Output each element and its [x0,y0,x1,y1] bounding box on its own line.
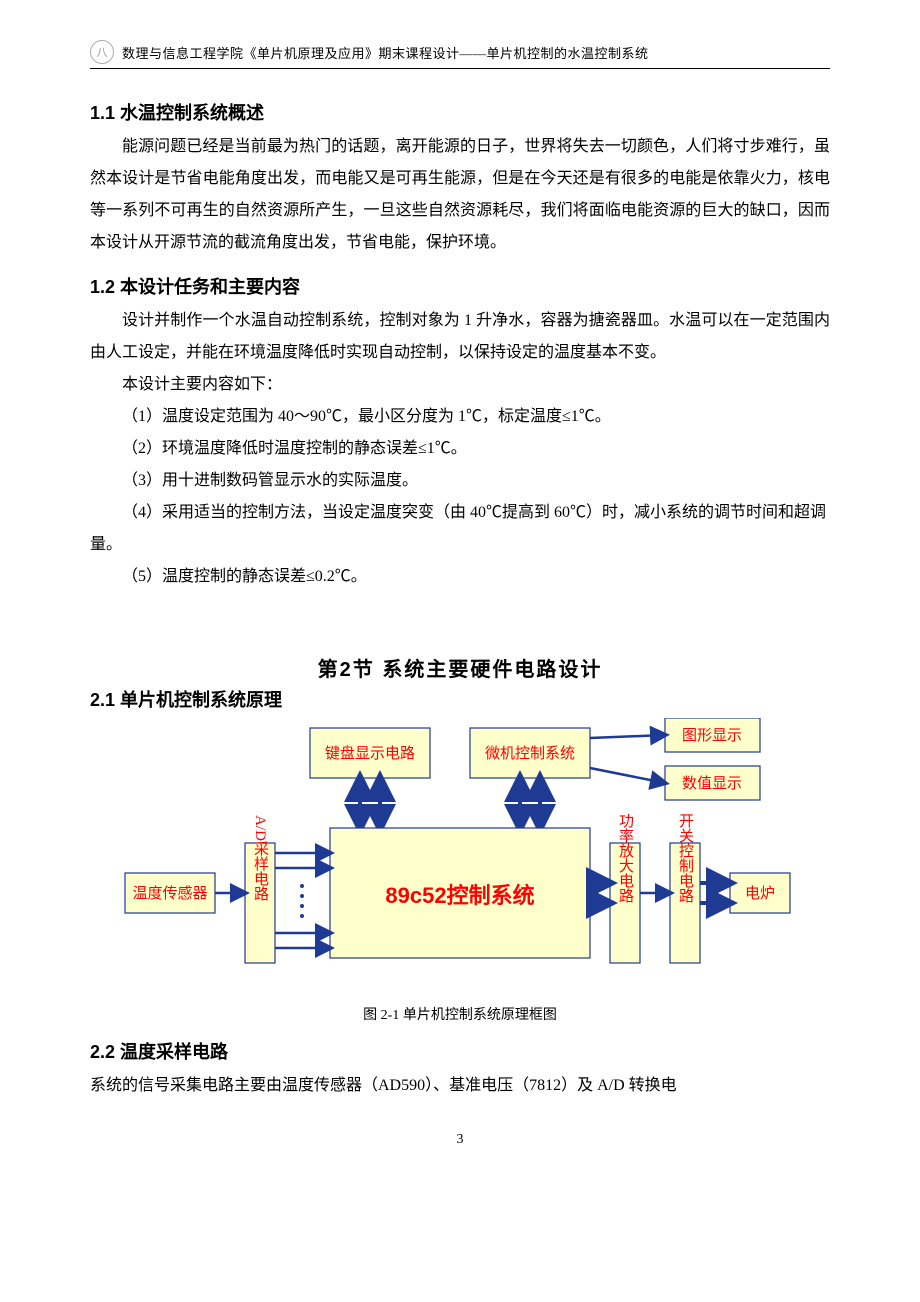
page-number: 3 [90,1132,830,1148]
item-1: （1）温度设定范围为 40～90℃，最小区分度为 1℃，标定温度≤1℃。 [90,401,830,433]
header-text: 数理与信息工程学院《单片机原理及应用》期末课程设计——单片机控制的水温控制系统 [122,43,649,62]
institution-logo-icon: 八 [90,40,114,64]
figure-caption: 图 2-1 单片机控制系统原理框图 [90,1004,830,1024]
page-header: 八 数理与信息工程学院《单片机原理及应用》期末课程设计——单片机控制的水温控制系… [90,40,830,69]
item-3: （3）用十进制数码管显示水的实际温度。 [90,465,830,497]
node-keyboard: 键盘显示电路 [325,744,415,762]
block-diagram: 键盘显示电路 微机控制系统 图形显示 数值显示 89c52控制系统 温度传感器 … [90,718,830,998]
node-value: 数值显示 [682,775,742,792]
heading-section-2: 第2节 系统主要硬件电路设计 [90,653,830,682]
node-ad: A/D采样电路 [252,815,269,901]
para-1-1-1: 能源问题已经是当前最为热门的话题，离开能源的日子，世界将失去一切颜色，人们将寸步… [90,131,830,259]
node-switch: 开关控制电路 [677,813,694,903]
node-graph: 图形显示 [682,727,742,744]
node-sensor: 温度传感器 [132,885,207,902]
node-stove: 电炉 [745,885,775,902]
node-89c52: 89c52控制系统 [385,883,534,908]
para-1-2-2: 本设计主要内容如下： [90,369,830,401]
diagram-svg: 键盘显示电路 微机控制系统 图形显示 数值显示 89c52控制系统 温度传感器 … [120,718,800,998]
item-5: （5）温度控制的静态误差≤0.2℃。 [90,561,830,593]
heading-2-1: 2.1 单片机控制系统原理 [90,686,830,712]
page: 八 数理与信息工程学院《单片机原理及应用》期末课程设计——单片机控制的水温控制系… [0,0,920,1178]
item-4: （4）采用适当的控制方法，当设定温度突变（由 40℃提高到 60℃）时，减小系统… [90,497,830,561]
heading-1-1: 1.1 水温控制系统概述 [90,99,830,125]
para-1-2-1: 设计并制作一个水温自动控制系统，控制对象为 1 升净水，容器为搪瓷器皿。水温可以… [90,305,830,369]
node-amp: 功率放大电路 [617,813,634,903]
heading-2-2: 2.2 温度采样电路 [90,1038,830,1064]
heading-1-2: 1.2 本设计任务和主要内容 [90,273,830,299]
node-micro: 微机控制系统 [485,745,575,762]
para-2-2-1: 系统的信号采集电路主要由温度传感器（AD590）、基准电压（7812）及 A/D… [90,1070,830,1102]
item-2: （2）环境温度降低时温度控制的静态误差≤1℃。 [90,433,830,465]
